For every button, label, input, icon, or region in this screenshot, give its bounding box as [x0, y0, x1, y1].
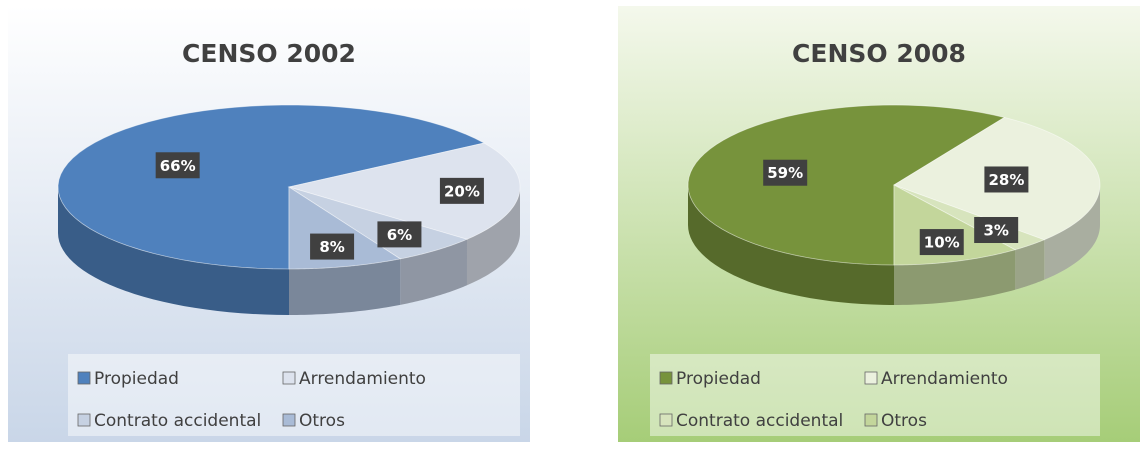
- label-box: [155, 152, 200, 179]
- data-label: 66%: [160, 157, 196, 175]
- legend-swatch: [659, 413, 673, 427]
- legend-swatch: [864, 371, 878, 385]
- data-label: 59%: [767, 164, 803, 182]
- legend-swatch: [282, 413, 296, 427]
- label-box: [984, 166, 1029, 193]
- legend-swatch: [659, 371, 673, 385]
- slice-side: [289, 258, 401, 315]
- slice-side: [1044, 185, 1100, 280]
- legend-label: Arrendamiento: [299, 369, 426, 389]
- data-label: 20%: [444, 182, 480, 200]
- label-box: [377, 221, 422, 248]
- slice-side: [688, 185, 894, 305]
- chart-title: CENSO 2002: [182, 39, 356, 68]
- legend-swatch: [864, 413, 878, 427]
- label-box: [919, 229, 964, 256]
- label-box: [439, 177, 484, 204]
- legend-swatch: [77, 371, 91, 385]
- slice-side: [1015, 239, 1045, 290]
- legend-label: Arrendamiento: [881, 369, 1008, 389]
- legend-label: Contrato accidental: [94, 411, 261, 431]
- data-label: 8%: [319, 238, 344, 256]
- pie-slice: [687, 104, 1006, 266]
- pie-slice: [287, 142, 521, 240]
- label-box: [974, 217, 1019, 244]
- pie-slice: [57, 104, 486, 270]
- chart-title: CENSO 2008: [792, 39, 966, 68]
- slice-side: [894, 249, 1016, 305]
- data-label: 10%: [924, 234, 960, 252]
- legend-label: Contrato accidental: [676, 411, 843, 431]
- label-box: [763, 159, 808, 186]
- legend-label: Propiedad: [676, 369, 761, 389]
- data-label: 28%: [988, 171, 1024, 189]
- label-box: [310, 233, 355, 260]
- legend-label: Propiedad: [94, 369, 179, 389]
- data-label: 3%: [983, 222, 1008, 240]
- legend-label: Otros: [299, 411, 345, 431]
- legend-swatch: [282, 371, 296, 385]
- slice-side: [58, 187, 289, 315]
- legend-label: Otros: [881, 411, 927, 431]
- slice-side: [466, 187, 520, 286]
- data-label: 6%: [387, 226, 412, 244]
- legend-swatch: [77, 413, 91, 427]
